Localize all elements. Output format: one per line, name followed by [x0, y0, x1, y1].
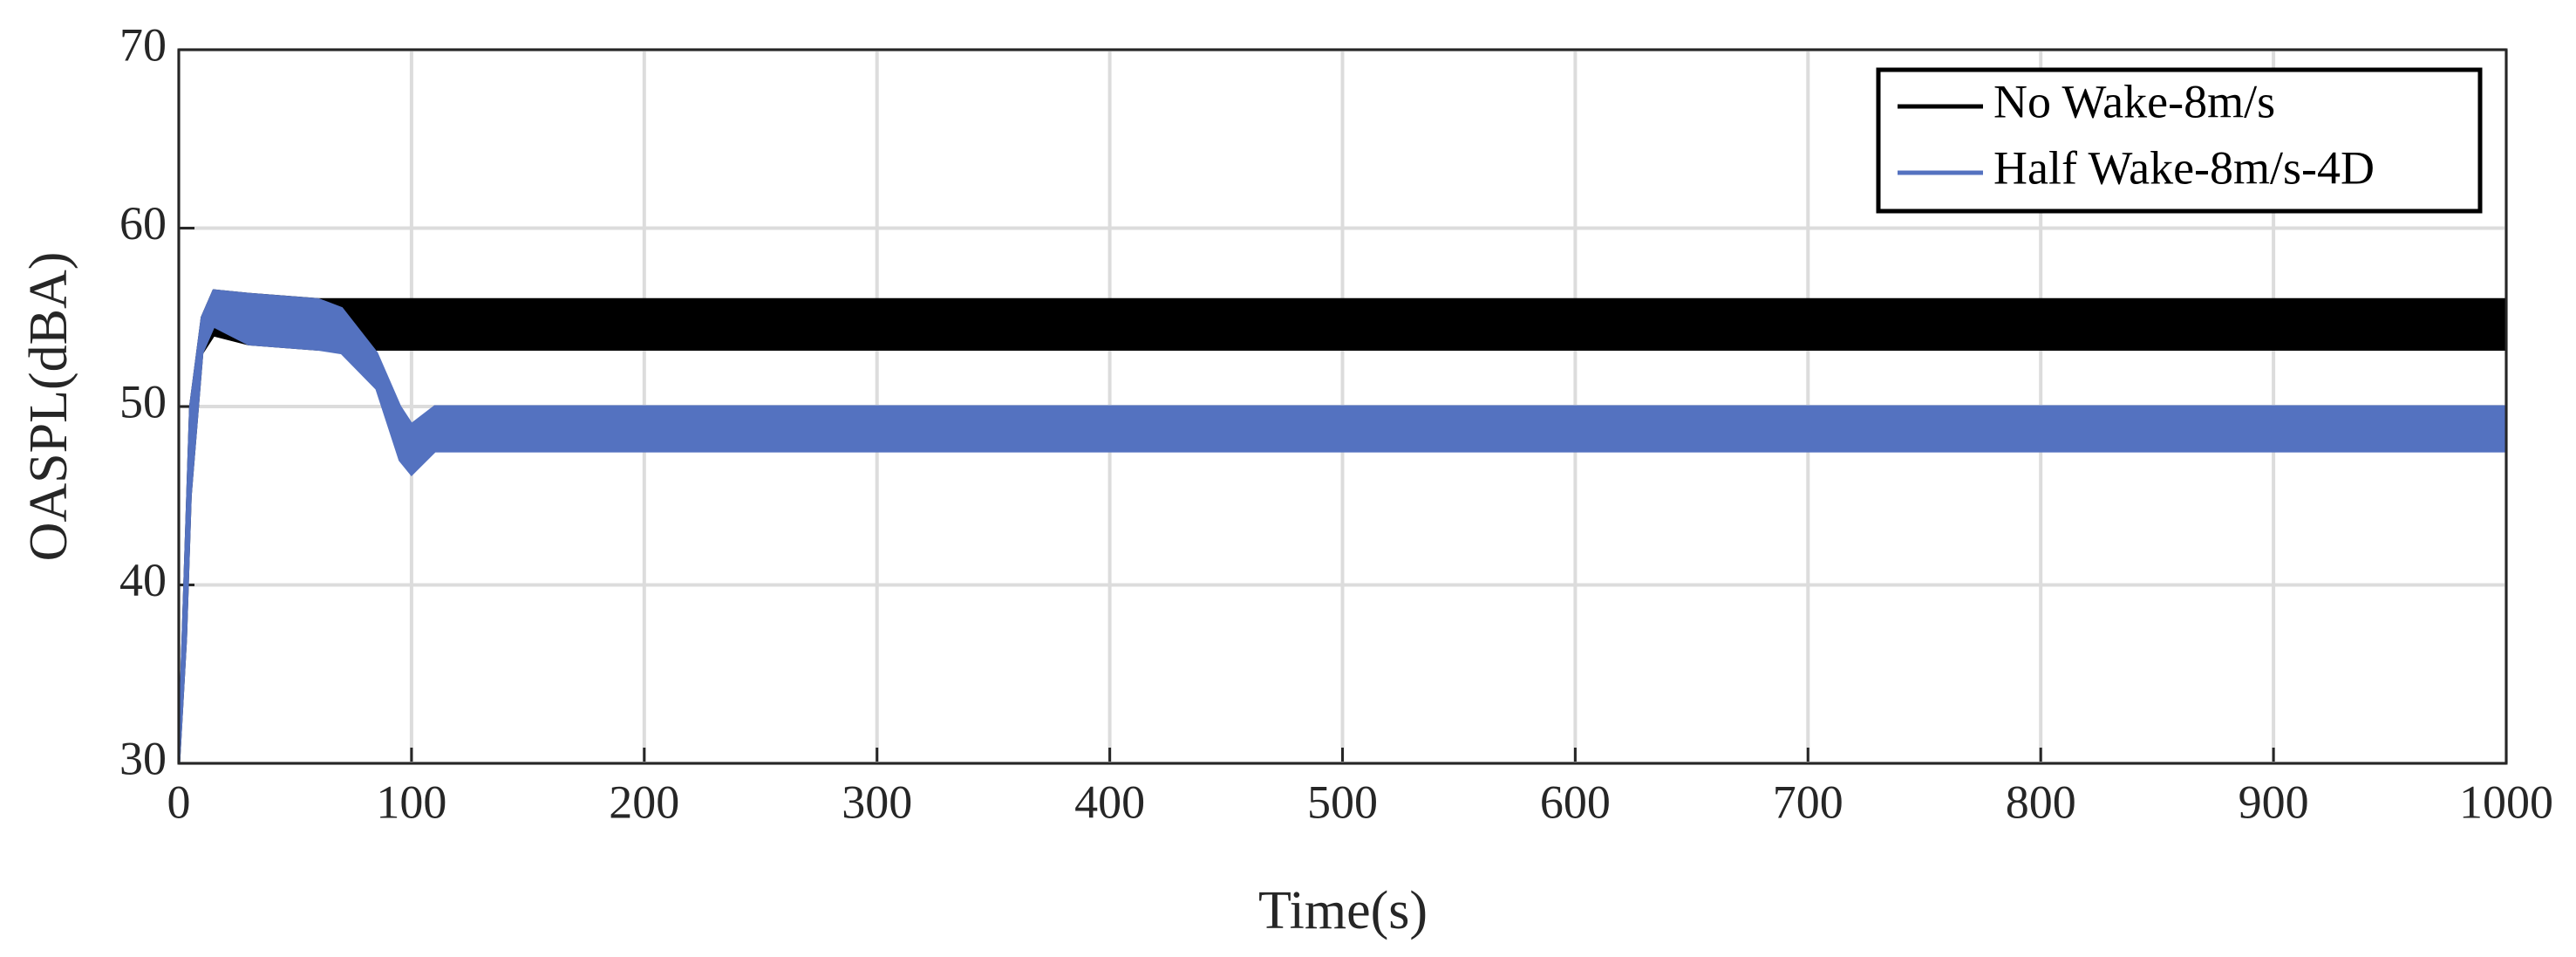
x-tick-label: 200 — [609, 776, 679, 828]
x-tick-label: 1000 — [2459, 776, 2553, 828]
y-tick-label: 70 — [119, 18, 167, 71]
y-tick-label: 60 — [119, 197, 167, 250]
x-tick-label: 300 — [842, 776, 912, 828]
x-tick-label: 0 — [167, 776, 191, 828]
x-tick-label: 600 — [1540, 776, 1611, 828]
x-tick-label: 400 — [1074, 776, 1145, 828]
x-tick-label: 100 — [376, 776, 446, 828]
x-tick-label: 700 — [1773, 776, 1843, 828]
y-tick-label: 40 — [119, 554, 167, 606]
x-tick-label: 800 — [2006, 776, 2076, 828]
legend-label: No Wake-8m/s — [1993, 75, 2275, 127]
axes-box — [177, 48, 2508, 765]
legend-box — [1876, 67, 2483, 214]
x-axis-label: Time(s) — [1258, 881, 1428, 940]
legend: No Wake-8m/s Half Wake-8m/s-4D — [1876, 67, 2483, 214]
y-tick-label: 30 — [119, 732, 167, 784]
legend-label: Half Wake-8m/s-4D — [1993, 141, 2375, 194]
y-axis-label: OASPL(dBA) — [19, 252, 78, 562]
x-tick-label: 900 — [2239, 776, 2309, 828]
y-tick-label: 50 — [119, 375, 167, 427]
x-tick-label: 500 — [1307, 776, 1378, 828]
